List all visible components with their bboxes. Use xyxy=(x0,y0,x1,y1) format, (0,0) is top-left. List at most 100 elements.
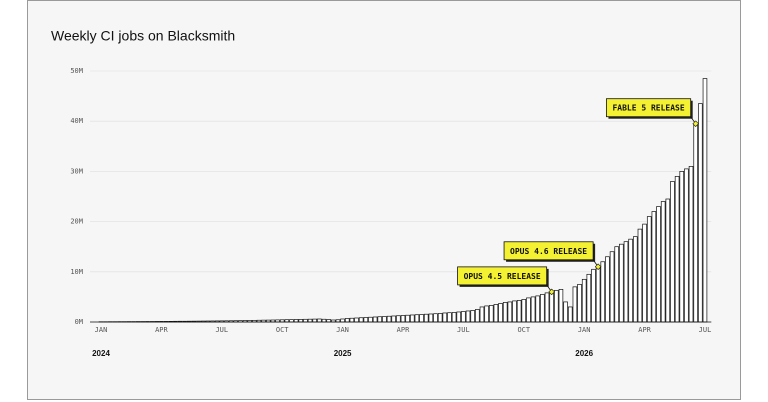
bar xyxy=(386,315,392,323)
bar xyxy=(642,223,647,323)
bar xyxy=(688,166,694,323)
bar xyxy=(484,305,489,323)
bar xyxy=(391,315,396,323)
bar xyxy=(419,314,424,323)
bar xyxy=(321,318,327,323)
bar xyxy=(670,181,675,323)
x-tick-label: JUL xyxy=(457,326,470,334)
year-label: 2024 xyxy=(92,349,110,358)
chart-title: Weekly CI jobs on Blacksmith xyxy=(51,28,235,44)
annotation-box xyxy=(606,98,692,118)
bar xyxy=(479,306,485,323)
bar xyxy=(637,228,643,323)
bar xyxy=(382,316,387,323)
bar xyxy=(354,317,359,323)
annotation-text: OPUS 4.6 RELEASE xyxy=(510,247,587,256)
bar xyxy=(633,236,638,323)
bar xyxy=(349,317,355,323)
bar xyxy=(405,314,410,323)
annotation-text: OPUS 4.5 RELEASE xyxy=(464,272,541,281)
bar xyxy=(493,304,499,323)
y-tick-label: 0M xyxy=(75,318,83,326)
bar xyxy=(307,318,313,323)
y-tick-label: 20M xyxy=(70,218,83,226)
bar xyxy=(554,290,559,323)
bar xyxy=(526,297,531,323)
bar xyxy=(558,289,564,323)
bar xyxy=(502,302,508,323)
card xyxy=(27,0,741,400)
bar xyxy=(623,241,629,323)
annotation: OPUS 4.5 RELEASE xyxy=(457,266,555,296)
bar xyxy=(674,176,680,323)
bar xyxy=(530,296,536,323)
bar xyxy=(651,211,657,323)
bar xyxy=(410,314,415,323)
bar xyxy=(660,201,666,323)
bar xyxy=(595,266,601,323)
bar xyxy=(317,318,322,323)
x-tick-label: JUL xyxy=(215,326,228,334)
x-tick-label: APR xyxy=(638,326,651,334)
bar xyxy=(619,243,624,323)
bar xyxy=(679,171,685,323)
annotation-marker xyxy=(548,288,555,296)
bar xyxy=(433,313,438,323)
bar xyxy=(377,316,383,323)
x-tick-label: JAN xyxy=(578,326,591,334)
bar xyxy=(488,305,494,323)
bar xyxy=(437,313,443,323)
bar xyxy=(693,123,698,323)
bar xyxy=(423,313,429,323)
bar xyxy=(363,317,369,323)
bar xyxy=(465,310,471,323)
bar xyxy=(400,315,406,323)
bar xyxy=(521,299,527,323)
bar xyxy=(358,317,364,323)
annotation-marker xyxy=(594,263,602,271)
annotation-text: FABLE 5 RELEASE xyxy=(612,104,684,113)
bar xyxy=(628,238,633,323)
year-label: 2025 xyxy=(334,349,352,358)
x-tick-label: JUL xyxy=(699,326,712,334)
bar xyxy=(549,291,554,323)
x-tick-label: OCT xyxy=(517,326,530,334)
y-tick-label: 10M xyxy=(70,268,83,276)
bar xyxy=(470,310,475,323)
bar xyxy=(656,206,661,323)
bar xyxy=(572,286,578,323)
bar xyxy=(591,268,596,323)
bar xyxy=(516,300,522,323)
bar xyxy=(665,198,671,323)
annotation-box xyxy=(457,266,548,286)
bar xyxy=(544,292,550,323)
y-tick-label: 30M xyxy=(70,167,83,175)
bar xyxy=(303,318,308,323)
annotation-box xyxy=(503,241,594,261)
x-tick-label: OCT xyxy=(276,326,289,334)
bar xyxy=(609,251,615,323)
bar xyxy=(447,312,452,323)
annotation: OPUS 4.6 RELEASE xyxy=(503,241,602,271)
bar xyxy=(567,306,573,323)
bar xyxy=(442,312,448,323)
bar xyxy=(340,318,345,323)
bar xyxy=(414,314,420,323)
bar xyxy=(451,312,457,323)
bar xyxy=(684,168,689,323)
bar xyxy=(600,261,606,323)
x-tick-label: JAN xyxy=(336,326,349,334)
y-tick-label: 50M xyxy=(70,67,83,75)
bar xyxy=(605,256,610,323)
y-tick-label: 40M xyxy=(70,117,83,125)
bar xyxy=(614,246,619,323)
bar xyxy=(456,311,462,323)
bar xyxy=(312,318,317,323)
bar xyxy=(372,316,378,323)
bar xyxy=(507,301,513,323)
bar xyxy=(475,309,480,323)
x-tick-label: APR xyxy=(397,326,410,334)
bar xyxy=(512,300,517,323)
annotation-marker xyxy=(692,120,699,127)
